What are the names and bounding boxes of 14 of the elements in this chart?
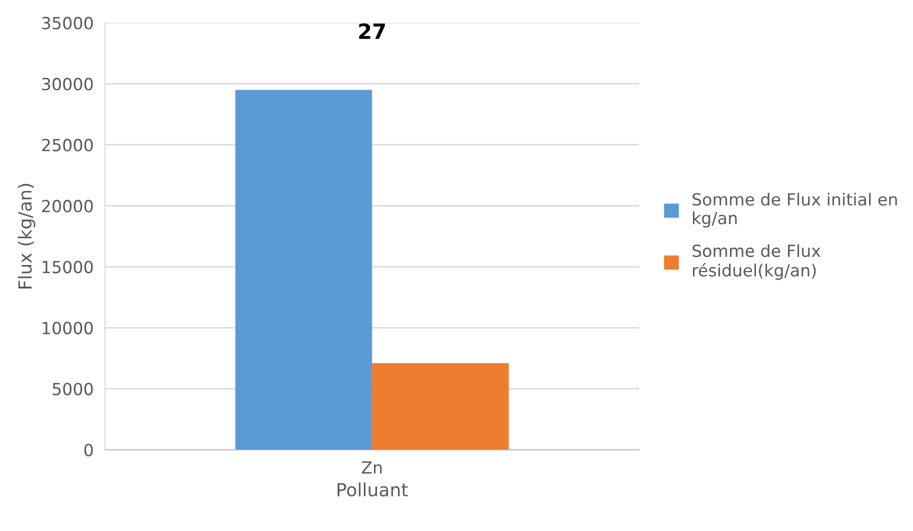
y-tick-label: 35000 — [42, 16, 93, 30]
y-tick-label: 10000 — [42, 322, 93, 334]
y-tick-label: 25000 — [42, 138, 93, 152]
y-tick-label: 30000 — [42, 78, 93, 90]
legend-label: Somme de Flux initial en kg/an — [692, 192, 897, 228]
y-tick-label: 20000 — [42, 200, 93, 212]
legend-label: Somme de Flux résiduel(kg/an) — [692, 244, 820, 280]
y-tick-label: 15000 — [42, 260, 93, 274]
x-tick-label: Zn — [362, 461, 382, 474]
x-axis-title: Polluant — [338, 482, 408, 497]
y-axis-title: Flux (kg/an) — [18, 184, 36, 288]
chart-title: 27 — [359, 23, 385, 39]
y-tick-label: 0 — [84, 444, 93, 456]
y-tick-label: 5000 — [52, 382, 93, 396]
